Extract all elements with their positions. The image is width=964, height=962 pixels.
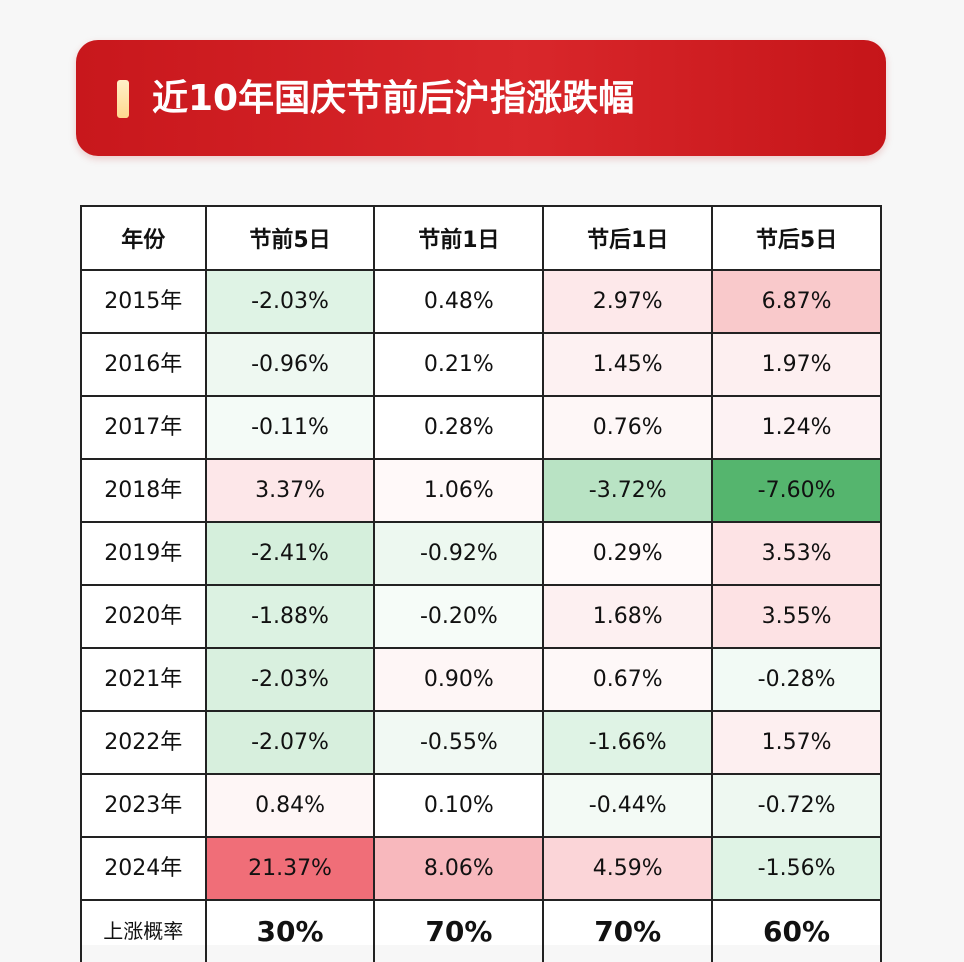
year-cell: 2020年: [80, 584, 207, 649]
summary-value: 60%: [711, 899, 882, 962]
value-cell: -1.66%: [542, 710, 714, 775]
table-row: 2018年 3.37% 1.06% -3.72% -7.60%: [80, 458, 882, 523]
table-row: 2017年 -0.11% 0.28% 0.76% 1.24%: [80, 395, 882, 460]
value-cell: -2.03%: [204, 647, 376, 712]
value-cell: -0.11%: [204, 395, 376, 460]
summary-row: 上涨概率 30% 70% 70% 60%: [80, 899, 882, 962]
value-cell: 2.97%: [542, 269, 714, 334]
value-cell: -0.92%: [373, 521, 545, 586]
table-row: 2015年 -2.03% 0.48% 2.97% 6.87%: [80, 269, 882, 334]
year-cell: 2022年: [80, 710, 207, 775]
value-cell: 0.48%: [373, 269, 545, 334]
value-cell: -2.03%: [204, 269, 376, 334]
value-cell: 0.84%: [204, 773, 376, 838]
value-cell: 0.28%: [373, 395, 545, 460]
header-post-1-day: 节后1日: [542, 205, 714, 271]
value-cell: -0.20%: [373, 584, 545, 649]
value-cell: 0.67%: [542, 647, 714, 712]
value-cell: 1.97%: [711, 332, 882, 397]
value-cell: -2.41%: [204, 521, 376, 586]
title-banner: [76, 40, 886, 156]
table-row: 2024年 21.37% 8.06% 4.59% -1.56%: [80, 836, 882, 901]
header-pre-5-days: 节前5日: [204, 205, 376, 271]
value-cell: 0.10%: [373, 773, 545, 838]
summary-label: 上涨概率: [80, 899, 207, 962]
year-cell: 2017年: [80, 395, 207, 460]
value-cell: -0.72%: [711, 773, 882, 838]
value-cell: 1.06%: [373, 458, 545, 523]
value-cell: -0.96%: [204, 332, 376, 397]
value-cell: 0.29%: [542, 521, 714, 586]
value-cell: -7.60%: [711, 458, 882, 523]
year-cell: 2019年: [80, 521, 207, 586]
header-post-5-days: 节后5日: [711, 205, 882, 271]
value-cell: 3.53%: [711, 521, 882, 586]
value-cell: -0.44%: [542, 773, 714, 838]
year-cell: 2024年: [80, 836, 207, 901]
value-cell: 4.59%: [542, 836, 714, 901]
year-cell: 2016年: [80, 332, 207, 397]
header-pre-1-day: 节前1日: [373, 205, 545, 271]
value-cell: 3.55%: [711, 584, 882, 649]
summary-value: 70%: [373, 899, 545, 962]
value-cell: 0.76%: [542, 395, 714, 460]
year-cell: 2018年: [80, 458, 207, 523]
table-row: 2016年 -0.96% 0.21% 1.45% 1.97%: [80, 332, 882, 397]
value-cell: 1.68%: [542, 584, 714, 649]
table-row: 2023年 0.84% 0.10% -0.44% -0.72%: [80, 773, 882, 838]
value-cell: 6.87%: [711, 269, 882, 334]
returns-table: 年份 节前5日 节前1日 节后1日 节后5日 2015年 -2.03% 0.48…: [80, 205, 882, 962]
value-cell: 1.24%: [711, 395, 882, 460]
value-cell: -0.55%: [373, 710, 545, 775]
table-row: 2019年 -2.41% -0.92% 0.29% 3.53%: [80, 521, 882, 586]
value-cell: -0.28%: [711, 647, 882, 712]
value-cell: 1.45%: [542, 332, 714, 397]
value-cell: 0.90%: [373, 647, 545, 712]
table-header-row: 年份 节前5日 节前1日 节后1日 节后5日: [80, 205, 882, 271]
year-cell: 2021年: [80, 647, 207, 712]
value-cell: 3.37%: [204, 458, 376, 523]
summary-value: 70%: [542, 899, 714, 962]
title-accent-bar: [117, 80, 129, 118]
table-row: 2020年 -1.88% -0.20% 1.68% 3.55%: [80, 584, 882, 649]
value-cell: 0.21%: [373, 332, 545, 397]
value-cell: -2.07%: [204, 710, 376, 775]
table-row: 2022年 -2.07% -0.55% -1.66% 1.57%: [80, 710, 882, 775]
data-table-container: 年份 节前5日 节前1日 节后1日 节后5日 2015年 -2.03% 0.48…: [80, 205, 882, 962]
summary-value: 30%: [204, 899, 376, 962]
table-row: 2021年 -2.03% 0.90% 0.67% -0.28%: [80, 647, 882, 712]
value-cell: -3.72%: [542, 458, 714, 523]
header-year: 年份: [80, 205, 207, 271]
value-cell: 21.37%: [204, 836, 376, 901]
value-cell: -1.88%: [204, 584, 376, 649]
value-cell: 8.06%: [373, 836, 545, 901]
year-cell: 2023年: [80, 773, 207, 838]
value-cell: -1.56%: [711, 836, 882, 901]
page-title: 近10年国庆节前后沪指涨跌幅: [152, 78, 635, 119]
year-cell: 2015年: [80, 269, 207, 334]
value-cell: 1.57%: [711, 710, 882, 775]
